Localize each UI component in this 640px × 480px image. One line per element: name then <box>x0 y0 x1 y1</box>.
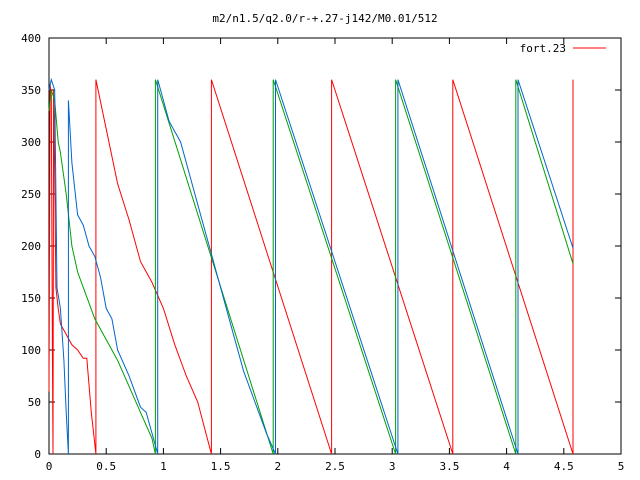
x-tick-label: 0 <box>46 460 53 473</box>
x-tick-label: 1.5 <box>211 460 231 473</box>
y-tick-label: 50 <box>28 396 41 409</box>
y-tick-label: 100 <box>21 344 41 357</box>
x-tick-label: 2.5 <box>325 460 345 473</box>
series-line-3 <box>48 77 574 455</box>
y-tick-label: 150 <box>21 292 41 305</box>
series-line-1 <box>48 79 574 455</box>
x-tick-label: 0.5 <box>96 460 116 473</box>
chart-title: m2/n1.5/q2.0/r-+.27-j142/M0.01/512 <box>212 12 437 25</box>
y-tick-label: 200 <box>21 240 41 253</box>
x-tick-label: 1 <box>160 460 167 473</box>
axes: 0 0.5 1 1.5 2 2.5 3 3.5 4 4.5 50501001502002503003… <box>21 32 624 473</box>
series-line-2 <box>48 79 574 455</box>
x-tick-label: 3.5 <box>439 460 459 473</box>
y-tick-label: 250 <box>21 188 41 201</box>
x-tick-label: 5 <box>618 460 625 473</box>
y-tick-label: 300 <box>21 136 41 149</box>
y-tick-label: 0 <box>34 448 41 461</box>
legend-label: fort.23 <box>520 42 566 55</box>
y-tick-label: 400 <box>21 32 41 45</box>
series-layer <box>48 77 574 455</box>
y-tick-label: 350 <box>21 84 41 97</box>
x-tick-label: 4.5 <box>554 460 574 473</box>
legend: fort.23 <box>520 42 606 55</box>
x-tick-label: 3 <box>389 460 396 473</box>
x-tick-label: 2 <box>274 460 281 473</box>
x-tick-label: 4 <box>503 460 510 473</box>
